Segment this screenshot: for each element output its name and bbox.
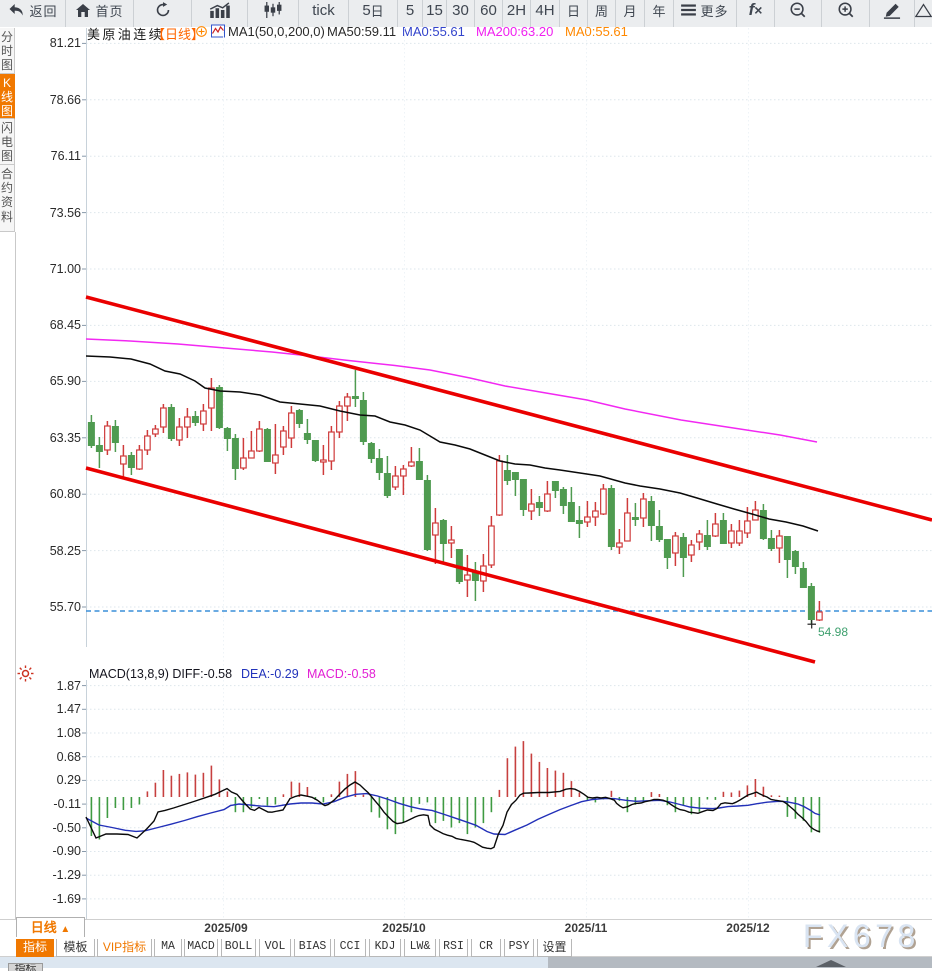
svg-text:54.98: 54.98 (818, 625, 848, 639)
